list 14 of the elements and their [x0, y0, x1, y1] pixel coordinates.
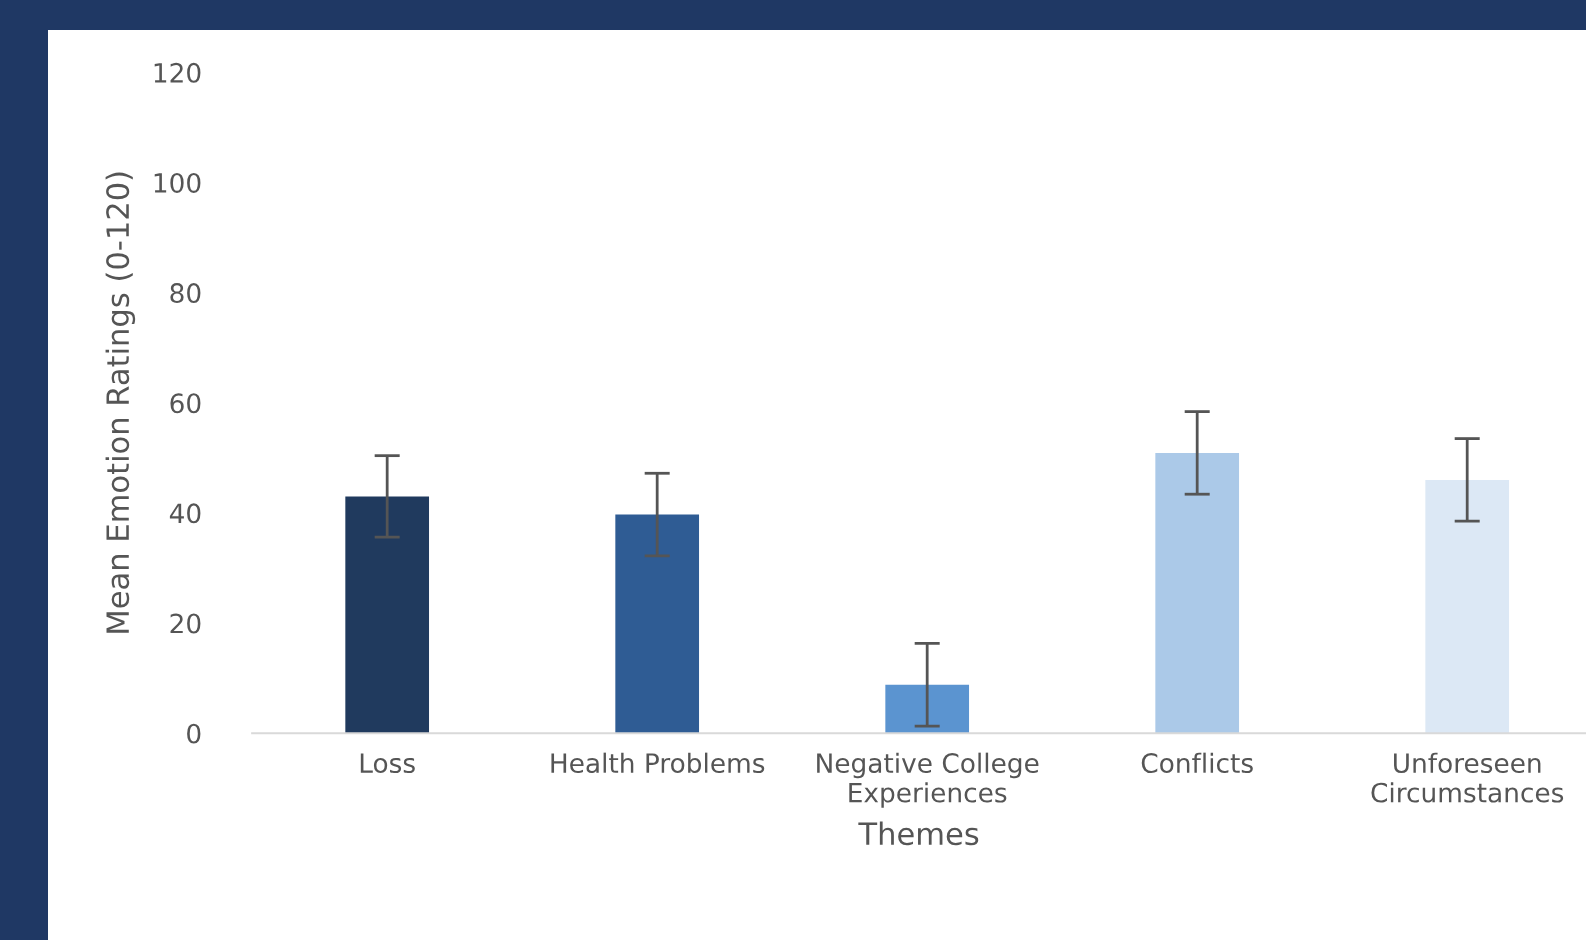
y-tick-label: 100 — [154, 172, 201, 193]
x-tick-label: Negative College Experiences — [817, 752, 1039, 808]
x-tick-label: Unforeseen Circumstances — [1371, 752, 1564, 803]
x-tick-label: Health Problems — [551, 752, 765, 774]
x-tick-label: Conflicts — [1141, 752, 1253, 774]
y-tick-label: 20 — [170, 613, 201, 634]
y-tick-label: 120 — [154, 62, 201, 83]
x-axis-title: Themes — [858, 821, 979, 846]
y-tick-label: 40 — [169, 503, 201, 524]
y-axis-title: Mean Emotion Ratings (0-120) — [105, 172, 136, 633]
x-tick-label: Loss — [360, 753, 415, 774]
y-tick-label: 0 — [187, 723, 201, 744]
y-tick-label: 80 — [170, 283, 201, 304]
y-tick-label: 60 — [170, 393, 201, 414]
